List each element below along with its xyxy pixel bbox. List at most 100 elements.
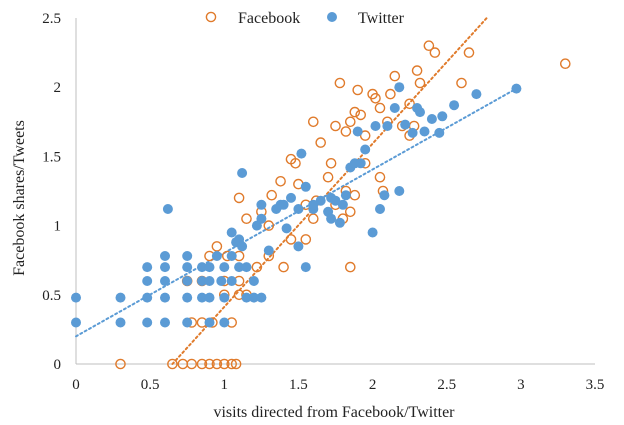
data-point-facebook — [315, 137, 327, 148]
data-point-twitter — [160, 276, 170, 286]
x-tick-labels: 0 0.5 1 1.5 2 2.5 3 3.5 — [72, 377, 604, 393]
data-point-twitter — [308, 199, 319, 210]
data-point-twitter — [234, 262, 245, 273]
data-point-facebook — [115, 358, 126, 370]
data-point-twitter — [216, 276, 227, 286]
data-point-facebook — [389, 70, 401, 82]
data-point-facebook — [275, 175, 286, 187]
data-point-twitter — [426, 114, 437, 124]
data-point-twitter — [330, 195, 341, 206]
legend-marker-twitter — [327, 12, 337, 22]
data-point-twitter — [142, 276, 153, 286]
data-point-twitter — [182, 317, 193, 328]
data-point-twitter — [160, 292, 170, 303]
data-point-twitter — [160, 251, 170, 261]
y-tick-label: 1 — [54, 219, 62, 235]
y-tick-label: 0.5 — [42, 288, 61, 304]
data-point-twitter — [315, 195, 326, 206]
legend-label-twitter: Twitter — [358, 10, 405, 27]
data-point-twitter — [415, 107, 425, 118]
data-point-facebook — [241, 213, 252, 224]
data-point-facebook — [251, 261, 263, 273]
data-point-twitter — [142, 292, 153, 303]
data-point-facebook — [414, 77, 426, 89]
data-point-twitter — [162, 204, 173, 214]
data-point-twitter — [511, 83, 522, 94]
data-point-facebook — [463, 47, 475, 58]
data-point-facebook — [330, 120, 341, 132]
data-point-facebook — [352, 84, 364, 96]
data-point-twitter — [241, 262, 252, 273]
data-point-twitter — [300, 262, 311, 273]
data-point-twitter — [286, 192, 296, 203]
data-point-facebook — [370, 93, 381, 104]
data-point-twitter — [437, 111, 448, 122]
data-point-twitter — [204, 317, 215, 328]
data-point-twitter — [219, 262, 230, 273]
data-point-facebook — [374, 102, 386, 114]
data-point-twitter — [71, 292, 81, 303]
data-point-facebook — [167, 358, 178, 370]
x-tick-label: 0.5 — [141, 377, 160, 393]
y-tick-labels: 0 0.5 1 1.5 2 2.5 — [42, 11, 61, 373]
data-point-facebook — [423, 40, 435, 52]
x-tick-label: 3.5 — [586, 377, 605, 393]
data-point-facebook — [344, 261, 356, 273]
series-twitter-points — [71, 82, 522, 328]
y-tick-label: 1.5 — [42, 149, 61, 165]
data-point-twitter — [248, 292, 259, 303]
data-point-twitter — [182, 262, 193, 273]
x-tick-label: 2 — [369, 377, 377, 393]
data-point-twitter — [449, 100, 460, 111]
data-point-twitter — [241, 292, 252, 303]
data-point-twitter — [400, 119, 411, 130]
data-point-twitter — [256, 292, 267, 303]
data-point-facebook — [278, 261, 289, 273]
data-point-twitter — [160, 317, 170, 328]
data-point-twitter — [142, 262, 153, 273]
data-point-twitter — [278, 199, 289, 210]
data-point-facebook — [290, 157, 301, 169]
data-point-twitter — [281, 223, 292, 234]
data-point-facebook — [560, 58, 571, 70]
data-point-twitter — [197, 276, 207, 286]
data-point-twitter — [337, 199, 348, 210]
legend-marker-facebook — [205, 11, 217, 23]
data-point-facebook — [307, 213, 319, 224]
data-point-facebook — [233, 192, 245, 204]
x-tick-label: 3 — [517, 377, 525, 393]
data-point-twitter — [300, 181, 311, 192]
data-point-facebook — [211, 241, 223, 252]
data-point-twitter — [115, 317, 126, 328]
trendlines — [75, 17, 518, 365]
data-point-twitter — [197, 292, 207, 303]
data-point-facebook — [285, 234, 297, 245]
data-point-facebook — [322, 171, 334, 183]
x-axis: 0 0.5 1 1.5 2 2.5 3 3.5 — [72, 363, 604, 393]
data-point-twitter — [355, 158, 366, 169]
data-point-facebook — [204, 358, 215, 370]
data-point-twitter — [382, 121, 393, 131]
data-point-twitter — [197, 262, 207, 273]
data-point-facebook — [385, 88, 396, 100]
data-point-twitter — [263, 245, 274, 256]
y-tick-label: 2 — [54, 80, 62, 96]
data-point-facebook — [211, 358, 223, 370]
data-point-facebook — [404, 98, 415, 110]
data-point-twitter — [367, 227, 378, 238]
data-point-facebook — [411, 65, 423, 76]
data-point-twitter — [160, 262, 170, 273]
data-point-twitter — [204, 276, 215, 286]
data-point-twitter — [237, 241, 248, 252]
data-point-facebook — [429, 47, 441, 58]
data-point-facebook — [325, 157, 337, 169]
data-point-twitter — [256, 213, 267, 224]
data-point-facebook — [186, 358, 197, 370]
data-point-twitter — [394, 82, 405, 93]
data-point-twitter — [248, 276, 259, 286]
data-point-twitter — [226, 251, 237, 261]
data-point-twitter — [204, 262, 215, 273]
y-tick-label: 2.5 — [42, 11, 61, 27]
data-point-twitter — [182, 251, 193, 261]
data-point-twitter — [226, 276, 237, 286]
